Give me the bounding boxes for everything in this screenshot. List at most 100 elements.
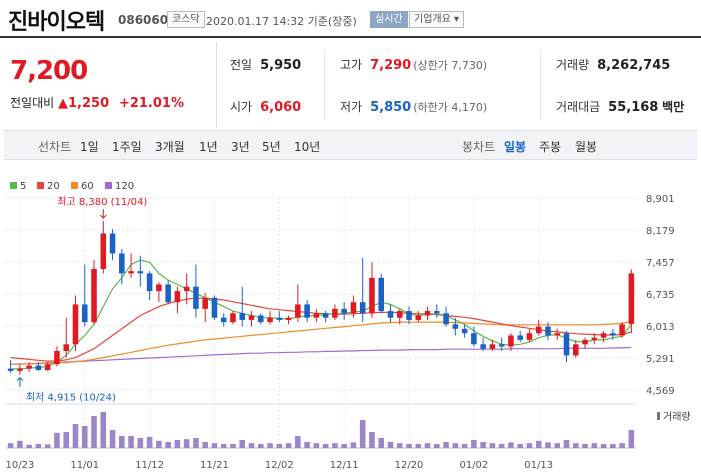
y-tick-label: 8,901	[646, 194, 675, 205]
change-amount: 1,250	[68, 96, 110, 111]
candle-body	[406, 311, 412, 320]
volume-bar	[341, 444, 347, 448]
tab-1d[interactable]: 1일	[80, 140, 99, 154]
volume-bar	[35, 444, 42, 448]
volume-bar	[72, 424, 79, 448]
market-badge: 코스닥	[167, 11, 205, 28]
volume-bar	[619, 443, 625, 448]
volume-bar	[248, 443, 255, 448]
candle-body	[248, 315, 255, 320]
volume-bar	[239, 440, 246, 448]
chart-period-tabs: 선차트 1일 1주일 3개월 1년 3년 5년 10년 봉차트 일봉 주봉 월봉	[4, 130, 697, 160]
stat-unit: 백만	[662, 100, 685, 114]
volume-bar	[91, 416, 97, 448]
volume-bar	[193, 438, 199, 448]
candle-body	[239, 313, 246, 320]
candle-body	[100, 233, 107, 269]
x-tick-label: 12/02	[265, 460, 294, 471]
change-rate: +21.01%	[118, 96, 184, 111]
y-tick-label: 8,179	[646, 226, 675, 237]
tab-10y[interactable]: 10년	[294, 140, 321, 154]
tab-1w[interactable]: 1주일	[112, 140, 142, 154]
volume-bar	[508, 442, 514, 448]
volume-bar	[582, 444, 588, 448]
volume-bar	[526, 443, 533, 448]
candle-body	[480, 344, 486, 349]
tab-3m[interactable]: 3개월	[155, 140, 185, 154]
candle-body	[563, 333, 570, 356]
candle-body	[369, 277, 375, 314]
candle-body	[304, 304, 310, 318]
x-tick-label: 11/01	[70, 460, 99, 471]
legend-label: 20	[47, 181, 60, 192]
stat-low: 저가 5,850 (하한가 4,170)	[340, 98, 487, 115]
candle-body	[267, 317, 273, 323]
volume-bar	[267, 443, 273, 448]
candle-body	[434, 311, 440, 314]
high-arrow-icon	[99, 209, 107, 219]
tab-5y[interactable]: 5년	[262, 140, 281, 154]
candle-body	[498, 344, 505, 347]
company-overview-dropdown[interactable]: 기업개요 ▾	[409, 11, 464, 28]
stat-value: 5,850	[370, 100, 412, 115]
candle-body	[322, 313, 329, 318]
candle-body	[619, 324, 625, 336]
stats-divider	[540, 50, 541, 120]
volume-label: 거래량	[663, 411, 691, 423]
low-annotation: 최저 4,915 (10/24)	[26, 392, 116, 404]
stat-open: 시가 6,060	[230, 98, 301, 115]
ma20-line	[10, 297, 632, 362]
candle-body	[137, 271, 144, 274]
x-tick-label: 10/23	[5, 460, 34, 471]
volume-bar	[610, 444, 616, 448]
legend-swatch	[105, 182, 112, 189]
candle-body	[258, 315, 264, 323]
low-arrow-icon	[16, 376, 24, 387]
high-annotation: 최고 8,380 (11/04)	[57, 196, 147, 208]
tab-1y[interactable]: 1년	[199, 140, 218, 154]
volume-bar	[322, 444, 329, 448]
candle-body	[285, 317, 292, 320]
volume-bar	[54, 432, 60, 448]
candle-body	[119, 253, 125, 274]
candle-body	[378, 277, 384, 312]
volume-bar	[230, 444, 236, 448]
y-tick-label: 7,457	[646, 258, 675, 269]
candle-body	[573, 344, 579, 356]
candle-body	[128, 271, 134, 274]
stat-value: 7,290	[370, 58, 412, 73]
change-row: 전일대비 ▲1,250 +21.01%	[10, 94, 184, 111]
candle-body	[81, 304, 88, 323]
tab-monthly[interactable]: 월봉	[575, 140, 598, 154]
volume-bar	[174, 440, 181, 448]
stat-sub: (하한가 4,170)	[413, 101, 488, 114]
tab-weekly[interactable]: 주봉	[539, 140, 562, 154]
realtime-button[interactable]: 실시간	[370, 11, 408, 28]
volume-bar	[452, 443, 459, 448]
candle-body	[332, 308, 338, 318]
volume-bar	[600, 444, 607, 448]
tab-daily[interactable]: 일봉	[504, 140, 527, 154]
candle-body	[44, 364, 51, 371]
candle-body	[591, 337, 598, 340]
candle-body	[508, 335, 514, 347]
line-chart-label: 선차트	[38, 140, 72, 154]
y-tick-label: 5,291	[646, 354, 675, 365]
candle-body	[183, 286, 190, 292]
candle-body	[610, 333, 616, 336]
tab-3y[interactable]: 3년	[231, 140, 250, 154]
volume-bar	[332, 443, 338, 448]
candle-body	[63, 344, 69, 351]
candle-body	[461, 328, 468, 334]
volume-bar	[554, 443, 561, 448]
candlestick-chart[interactable]: 5 20 60 120 8,901 8,179 7,457 6,735 6,013 5,291 4,…	[0, 176, 701, 476]
volume-bar	[119, 436, 125, 448]
volume-bar	[258, 444, 264, 448]
volume-bar	[359, 420, 366, 448]
x-tick-label: 11/12	[135, 460, 164, 471]
volume-bar	[304, 442, 310, 448]
candle-body	[489, 344, 496, 349]
change-label: 전일대비	[10, 96, 55, 110]
current-price: 7,200	[10, 56, 88, 86]
volume-bar	[517, 444, 523, 448]
